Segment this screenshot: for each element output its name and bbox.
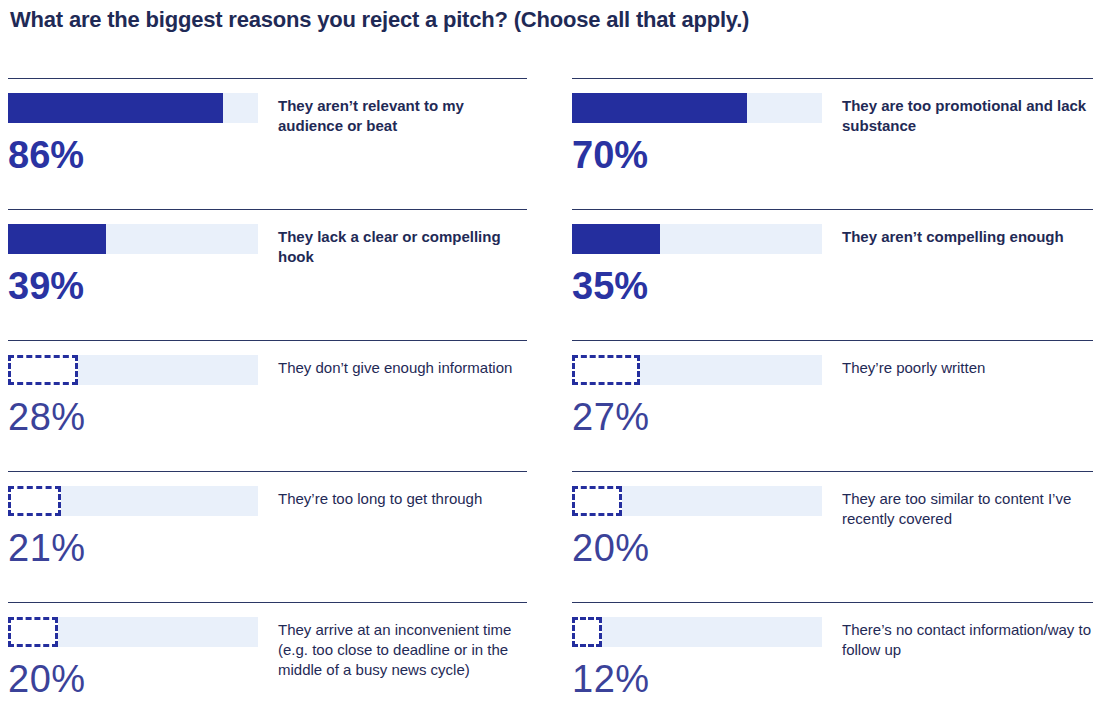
- reason-label: They are too promotional and lack substa…: [842, 93, 1092, 136]
- bar-group: 21%: [8, 486, 258, 570]
- value-label: 20%: [8, 658, 258, 701]
- bar-track: [8, 93, 258, 123]
- survey-chart: 86% They aren’t relevant to my audience …: [8, 78, 1093, 703]
- reason-row: 21% They’re too long to get through: [8, 471, 527, 602]
- bar-track: [572, 617, 822, 647]
- value-label: 20%: [572, 527, 822, 570]
- bar-group: 70%: [572, 93, 822, 177]
- bar-track: [572, 93, 822, 123]
- bar-fill: [8, 486, 61, 516]
- bar-fill: [8, 617, 58, 647]
- value-label: 28%: [8, 396, 258, 439]
- value-label: 70%: [572, 134, 822, 177]
- reason-row: 20% They arrive at an inconvenient time …: [8, 602, 527, 703]
- bar-track: [8, 617, 258, 647]
- value-label: 86%: [8, 134, 258, 177]
- reason-label: There’s no contact information/way to fo…: [842, 617, 1092, 660]
- bar-group: 20%: [572, 486, 822, 570]
- bar-group: 20%: [8, 617, 258, 701]
- bar-track: [572, 486, 822, 516]
- bar-fill: [572, 486, 622, 516]
- reason-row: 20% They are too similar to content I’ve…: [572, 471, 1093, 602]
- chart-column-left: 86% They aren’t relevant to my audience …: [8, 78, 527, 703]
- bar-fill: [572, 224, 660, 254]
- bar-group: 39%: [8, 224, 258, 308]
- value-label: 27%: [572, 396, 822, 439]
- bar-group: 86%: [8, 93, 258, 177]
- reason-label: They aren’t compelling enough: [842, 224, 1092, 247]
- value-label: 39%: [8, 265, 258, 308]
- reason-label: They’re too long to get through: [278, 486, 527, 509]
- reason-row: 86% They aren’t relevant to my audience …: [8, 78, 527, 209]
- value-label: 12%: [572, 658, 822, 701]
- bar-fill: [572, 355, 640, 385]
- bar-group: 12%: [572, 617, 822, 701]
- bar-group: 35%: [572, 224, 822, 308]
- reason-label: They don’t give enough information: [278, 355, 527, 378]
- reason-label: They arrive at an inconvenient time (e.g…: [278, 617, 527, 680]
- reason-row: 70% They are too promotional and lack su…: [572, 78, 1093, 209]
- bar-fill: [572, 617, 602, 647]
- value-label: 21%: [8, 527, 258, 570]
- bar-fill: [8, 355, 78, 385]
- bar-track: [572, 224, 822, 254]
- reason-row: 12% There’s no contact information/way t…: [572, 602, 1093, 703]
- reason-label: They lack a clear or compelling hook: [278, 224, 527, 267]
- bar-track: [8, 224, 258, 254]
- page-title: What are the biggest reasons you reject …: [10, 7, 749, 33]
- value-label: 35%: [572, 265, 822, 308]
- reason-label: They are too similar to content I’ve rec…: [842, 486, 1092, 529]
- bar-track: [8, 355, 258, 385]
- bar-group: 27%: [572, 355, 822, 439]
- bar-group: 28%: [8, 355, 258, 439]
- reason-row: 28% They don’t give enough information: [8, 340, 527, 471]
- bar-track: [8, 486, 258, 516]
- reason-label: They’re poorly written: [842, 355, 1092, 378]
- reason-row: 35% They aren’t compelling enough: [572, 209, 1093, 340]
- bar-fill: [8, 224, 106, 254]
- bar-fill: [8, 93, 223, 123]
- bar-fill: [572, 93, 747, 123]
- reason-row: 39% They lack a clear or compelling hook: [8, 209, 527, 340]
- reason-label: They aren’t relevant to my audience or b…: [278, 93, 527, 136]
- reason-row: 27% They’re poorly written: [572, 340, 1093, 471]
- chart-column-right: 70% They are too promotional and lack su…: [572, 78, 1093, 703]
- bar-track: [572, 355, 822, 385]
